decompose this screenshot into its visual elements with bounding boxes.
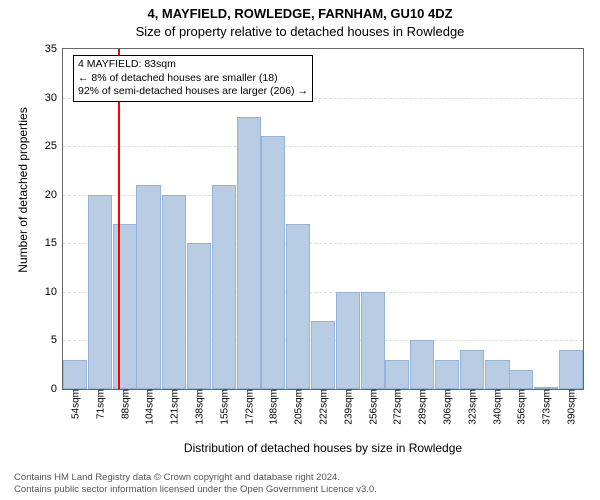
x-tick-label: 323sqm	[466, 389, 479, 425]
histogram-bar	[212, 185, 236, 389]
x-axis-label: Distribution of detached houses by size …	[63, 441, 583, 455]
histogram-bar	[113, 224, 137, 389]
x-tick-label: 172sqm	[243, 389, 256, 425]
footer-line-2: Contains public sector information licen…	[0, 484, 600, 495]
x-tick-label: 222sqm	[317, 389, 330, 425]
y-tick-label: 30	[45, 92, 63, 104]
x-tick-label: 373sqm	[540, 389, 553, 425]
chart-title-1: 4, MAYFIELD, ROWLEDGE, FARNHAM, GU10 4DZ	[0, 6, 600, 21]
y-tick-label: 35	[45, 43, 63, 55]
histogram-bar	[162, 195, 186, 389]
annotation-line3: 92% of semi-detached houses are larger (…	[78, 85, 308, 99]
histogram-bar	[311, 321, 335, 389]
chart-title-2: Size of property relative to detached ho…	[0, 24, 600, 39]
x-tick-label: 188sqm	[266, 389, 279, 425]
x-tick-label: 289sqm	[415, 389, 428, 425]
annotation-box: 4 MAYFIELD: 83sqm← 8% of detached houses…	[73, 55, 313, 102]
footer-line-1: Contains HM Land Registry data © Crown c…	[0, 472, 600, 483]
x-tick-label: 104sqm	[142, 389, 155, 425]
histogram-bar	[286, 224, 310, 389]
histogram-bar	[559, 350, 583, 389]
y-tick-label: 5	[51, 334, 63, 346]
histogram-bar	[237, 117, 261, 389]
histogram-bar	[63, 360, 87, 389]
histogram-bar	[385, 360, 409, 389]
annotation-line2: ← 8% of detached houses are smaller (18)	[78, 72, 308, 86]
y-tick-label: 20	[45, 189, 63, 201]
y-tick-label: 15	[45, 237, 63, 249]
histogram-bar	[136, 185, 160, 389]
y-tick-label: 25	[45, 140, 63, 152]
x-tick-label: 155sqm	[218, 389, 231, 425]
y-axis-label: Number of detached properties	[16, 60, 30, 320]
x-tick-label: 205sqm	[291, 389, 304, 425]
histogram-bar	[509, 370, 533, 389]
x-tick-label: 71sqm	[93, 389, 106, 419]
x-tick-label: 138sqm	[192, 389, 205, 425]
y-tick-label: 0	[51, 383, 63, 395]
chart-container: 4, MAYFIELD, ROWLEDGE, FARNHAM, GU10 4DZ…	[0, 0, 600, 500]
x-tick-label: 121sqm	[167, 389, 180, 425]
plot-area: 0510152025303554sqm71sqm88sqm104sqm121sq…	[62, 48, 584, 390]
x-tick-label: 356sqm	[514, 389, 527, 425]
histogram-bar	[460, 350, 484, 389]
x-tick-label: 306sqm	[441, 389, 454, 425]
histogram-bar	[410, 340, 434, 389]
x-tick-label: 54sqm	[68, 389, 81, 419]
x-tick-label: 88sqm	[119, 389, 132, 419]
x-tick-label: 256sqm	[367, 389, 380, 425]
x-tick-label: 272sqm	[390, 389, 403, 425]
histogram-bar	[88, 195, 112, 389]
histogram-bar	[361, 292, 385, 389]
histogram-bar	[435, 360, 459, 389]
x-tick-label: 340sqm	[491, 389, 504, 425]
histogram-bar	[336, 292, 360, 389]
histogram-bar	[261, 136, 285, 389]
histogram-bar	[485, 360, 509, 389]
annotation-line1: 4 MAYFIELD: 83sqm	[78, 58, 308, 72]
histogram-bar	[187, 243, 211, 389]
x-tick-label: 390sqm	[565, 389, 578, 425]
y-tick-label: 10	[45, 286, 63, 298]
grid-line	[63, 146, 583, 147]
x-tick-label: 239sqm	[342, 389, 355, 425]
